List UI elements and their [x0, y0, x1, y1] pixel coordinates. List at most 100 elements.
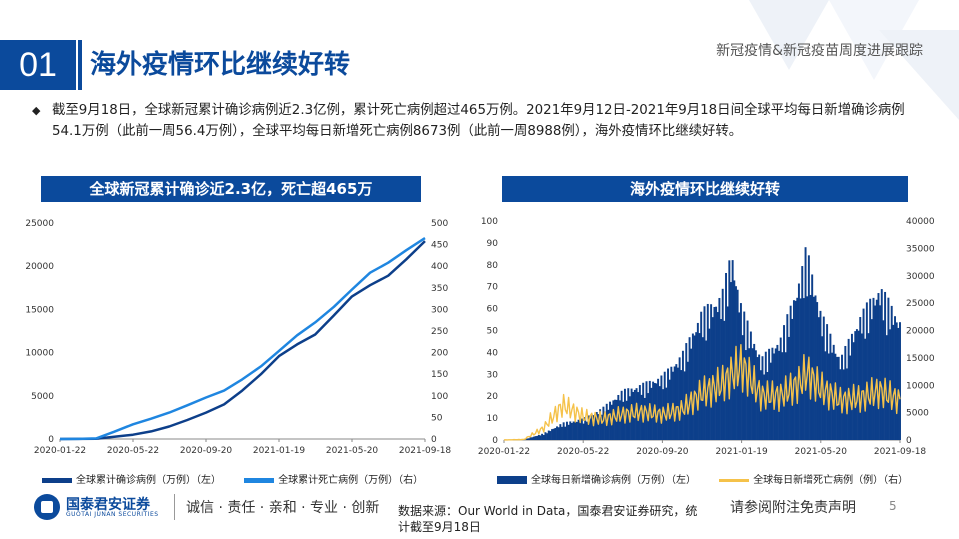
x-tick-label: 2021-01-19 — [253, 446, 306, 456]
page-number: 5 — [889, 499, 897, 513]
daily-cases-bar — [635, 388, 638, 440]
daily-cases-bar — [630, 388, 633, 440]
y-left-tick-label: 10000 — [25, 349, 54, 359]
disclaimer-link[interactable]: 请参阅附注免责声明 — [730, 500, 856, 516]
daily-cases-bar — [590, 414, 593, 440]
daily-cases-bar — [546, 433, 549, 440]
daily-cases-bar — [592, 415, 595, 440]
daily-cases-bar — [841, 354, 843, 440]
daily-cases-bar — [655, 383, 658, 440]
daily-cases-bar — [584, 416, 587, 440]
daily-cases-bar — [569, 421, 572, 440]
daily-cases-bar — [547, 430, 550, 440]
daily-cases-bar — [731, 260, 734, 440]
y-left-tick-label: 10 — [487, 414, 499, 424]
x-tick-label: 2020-05-22 — [107, 446, 159, 456]
daily-cases-bar — [693, 335, 696, 440]
y-left-tick-label: 15000 — [25, 305, 54, 315]
legend-swatch-confirmed — [42, 477, 72, 483]
summary-text: 截至9月18日，全球新冠累计确诊病例近2.3亿例，累计死亡病例超过465万例。2… — [52, 103, 905, 139]
daily-cases-bar — [660, 375, 663, 440]
daily-cases-bar — [796, 297, 799, 440]
daily-cases-bar — [733, 280, 736, 440]
series-line-deaths — [503, 344, 901, 441]
daily-cases-bar — [860, 333, 863, 440]
daily-cases-bar — [811, 274, 814, 440]
daily-cases-bar — [589, 418, 592, 440]
daily-cases-bar — [812, 296, 815, 440]
diamond-bullet-icon: ◆ — [32, 104, 41, 117]
legend-item-daily-deaths: 全球每日新增死亡病例（例）（右） — [719, 471, 908, 486]
company-name-en: GUOTAI JUNAN SECURITIES — [66, 511, 159, 518]
y-left-tick-label: 0 — [492, 436, 498, 446]
daily-cases-bar — [594, 414, 597, 440]
daily-cases-bar — [864, 338, 867, 440]
daily-cases-bar — [703, 306, 706, 440]
daily-cases-bar — [595, 412, 598, 440]
x-tick-label: 2020-05-22 — [557, 447, 609, 457]
decorative-background — [749, 0, 959, 120]
y-right-tick-label: 0 — [431, 435, 437, 445]
series-line-confirmed — [59, 240, 426, 441]
daily-cases-bar — [544, 432, 547, 440]
daily-cases-bar — [585, 421, 588, 440]
legend-label-confirmed: 全球累计确诊病例（万例）（左） — [76, 475, 221, 486]
daily-cases-bar — [822, 316, 825, 440]
y-right-tick-label: 25000 — [906, 299, 935, 309]
daily-cases-bar — [721, 288, 724, 440]
daily-cases-bar — [580, 418, 583, 440]
daily-cases-bar — [865, 302, 868, 440]
daily-cases-bar — [582, 423, 585, 440]
daily-cases-bar — [652, 381, 655, 440]
daily-cases-bar — [625, 400, 628, 440]
daily-cases-bar — [599, 409, 602, 440]
daily-cases-bar — [663, 371, 666, 440]
daily-cases-bar — [885, 335, 888, 440]
daily-cases-bar — [739, 303, 742, 440]
y-right-tick-label: 150 — [431, 370, 448, 380]
daily-cases-bar — [894, 316, 897, 440]
daily-cases-bar — [872, 297, 875, 440]
daily-cases-bar — [614, 399, 616, 440]
daily-cases-bar — [807, 255, 810, 440]
daily-cases-bar — [743, 311, 746, 440]
daily-cases-bar — [728, 260, 731, 440]
daily-cases-bar — [695, 332, 698, 440]
daily-cases-bar — [600, 414, 603, 440]
y-left-tick-label: 60 — [487, 305, 499, 315]
y-right-tick-label: 35000 — [906, 244, 935, 254]
daily-cases-bar — [725, 272, 728, 440]
daily-cases-bar — [617, 394, 620, 440]
daily-cases-bar — [537, 434, 540, 440]
daily-cases-bar — [713, 306, 716, 440]
daily-cases-bar — [773, 353, 776, 440]
daily-cases-bar — [676, 367, 679, 440]
daily-cases-bar — [623, 388, 626, 440]
daily-cases-bar — [572, 421, 575, 440]
daily-cases-bar — [527, 438, 530, 440]
daily-chart: 0 10 20 30 40 50 60 70 80 90 100 0 5000 10000 15000 200… — [478, 217, 935, 457]
legend-label-daily-deaths: 全球每日新增死亡病例（例）（右） — [753, 475, 909, 486]
legend-item-deaths: 全球累计死亡病例（万例）（右） — [244, 471, 423, 486]
company-logo-icon — [34, 494, 60, 520]
y-left-tick-label: 30 — [487, 370, 499, 380]
daily-cases-bar — [691, 333, 694, 440]
daily-cases-bar — [753, 343, 756, 440]
x-tick-label: 2020-01-22 — [34, 446, 86, 456]
daily-cases-bar — [574, 421, 577, 440]
daily-cases-bar — [675, 364, 678, 440]
daily-cases-bar — [897, 327, 900, 440]
y-right-tick-label: 400 — [431, 262, 448, 272]
daily-cases-bar — [899, 322, 901, 440]
daily-cases-bar — [607, 409, 610, 440]
daily-cases-bar — [879, 305, 882, 440]
daily-cases-bar — [662, 389, 665, 440]
y-right-tick-label: 350 — [431, 284, 448, 294]
y-right-tick-label: 40000 — [906, 217, 935, 227]
daily-cases-bar — [855, 329, 858, 440]
daily-cases-bar — [539, 435, 542, 440]
left-chart-legend: 全球累计确诊病例（万例）（左） 全球累计死亡病例（万例）（右） — [42, 471, 443, 486]
right-chart-legend: 全球每日新增确诊病例（万例）（左） 全球每日新增死亡病例（例）（右） — [497, 471, 928, 486]
daily-cases-bar — [622, 401, 625, 440]
y-left-tick-label: 100 — [481, 217, 498, 227]
